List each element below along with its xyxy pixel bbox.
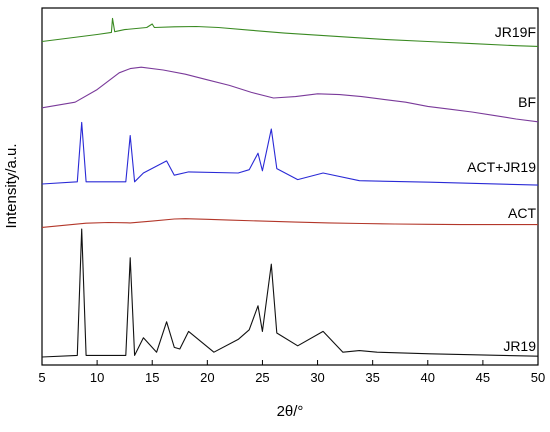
series-label-act: ACT xyxy=(508,205,536,221)
x-tick-label: 5 xyxy=(38,370,45,385)
series-line-act-jr19 xyxy=(41,121,539,186)
x-tick-label: 25 xyxy=(255,370,269,385)
series-labels: JR19F BF ACT+JR19 ACT JR19 xyxy=(467,24,536,354)
series-layer xyxy=(41,17,539,358)
x-axis-title: 2θ/° xyxy=(277,403,304,420)
x-axis-ticks: 5 10 15 20 25 30 35 40 45 50 xyxy=(38,360,545,385)
series-line-bf xyxy=(41,66,539,123)
x-tick-label: 30 xyxy=(310,370,324,385)
x-tick-label: 10 xyxy=(90,370,104,385)
series-line-act xyxy=(41,218,538,228)
series-label-act-jr19: ACT+JR19 xyxy=(467,159,536,175)
x-tick-label: 15 xyxy=(145,370,159,385)
series-label-jr19: JR19 xyxy=(503,338,536,354)
series-line-jr19f xyxy=(41,17,539,47)
series-line-jr19 xyxy=(41,228,539,358)
series-label-jr19f: JR19F xyxy=(495,24,536,40)
x-tick-label: 50 xyxy=(531,370,545,385)
series-label-bf: BF xyxy=(518,94,536,110)
x-tick-label: 20 xyxy=(200,370,214,385)
x-tick-label: 45 xyxy=(476,370,490,385)
x-tick-label: 35 xyxy=(365,370,379,385)
plot-frame xyxy=(41,7,539,366)
x-tick-label: 40 xyxy=(421,370,435,385)
y-axis-title: Intensity/a.u. xyxy=(3,143,20,228)
